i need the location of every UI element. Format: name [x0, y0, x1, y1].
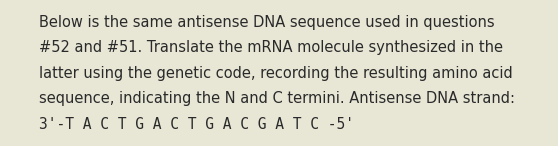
Text: sequence, indicating the N and C termini. Antisense DNA strand:: sequence, indicating the N and C termini…	[39, 91, 515, 106]
Text: Below is the same antisense DNA sequence used in questions: Below is the same antisense DNA sequence…	[39, 15, 495, 30]
Text: #52 and #51. Translate the mRNA molecule synthesized in the: #52 and #51. Translate the mRNA molecule…	[39, 40, 503, 55]
Text: 3'-T A C T G A C T G A C G A T C -5': 3'-T A C T G A C T G A C G A T C -5'	[39, 117, 354, 132]
Text: latter using the genetic code, recording the resulting amino acid: latter using the genetic code, recording…	[39, 66, 513, 81]
